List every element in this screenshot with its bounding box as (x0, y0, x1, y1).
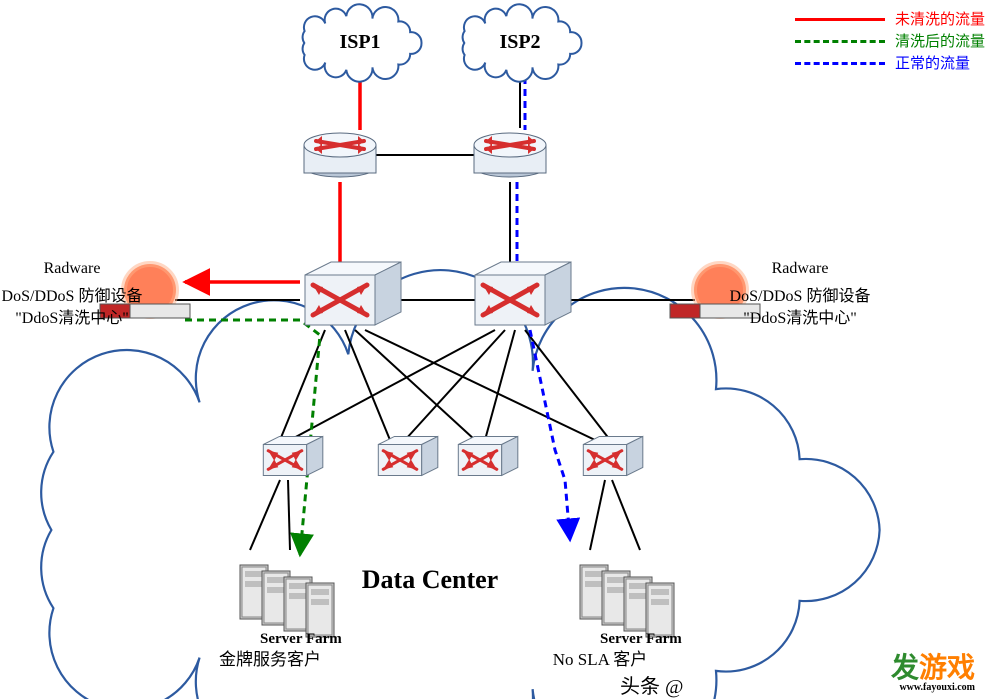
router-icon (304, 133, 376, 177)
datacenter-label: Data Center (362, 565, 498, 595)
footer-toutiao: 头条 @ (620, 670, 683, 699)
dist-switch-icon (263, 436, 323, 475)
watermark-part1: 发 (891, 653, 919, 684)
dist-switch-icon (378, 436, 438, 475)
dist-switch-icon (583, 436, 643, 475)
legend-swatch (795, 62, 885, 65)
dist-switch-icon (458, 436, 518, 475)
legend-swatch (795, 40, 885, 43)
legend-label: 正常的流量 (895, 52, 970, 73)
legend-swatch (795, 18, 885, 21)
server-farm-sub-right: No SLA 客户 (553, 645, 647, 670)
radware-label-left: "DdoS清洗中心" (15, 304, 129, 328)
watermark-url: www.fayouxi.com (891, 683, 975, 693)
radware-label-right: "DdoS清洗中心" (743, 304, 857, 328)
core-switch-icon (305, 262, 401, 325)
radware-label-left: DoS/DDoS 防御设备 (2, 282, 143, 306)
radware-label-right: Radware (772, 260, 829, 278)
isp-label: ISP1 (339, 31, 380, 54)
isp-label: ISP2 (499, 31, 540, 54)
radware-label-left: Radware (44, 260, 101, 278)
legend-label: 清洗后的流量 (895, 30, 985, 51)
watermark-part2: 游戏 (919, 653, 975, 684)
core-switch-icon (475, 262, 571, 325)
legend-label: 未清洗的流量 (895, 8, 985, 29)
radware-label-right: DoS/DDoS 防御设备 (730, 282, 871, 306)
server-farm-sub-left: 金牌服务客户 (219, 645, 321, 670)
router-icon (474, 133, 546, 177)
datacenter-cloud (41, 270, 879, 699)
watermark: 发游戏 www.fayouxi.com (891, 655, 975, 693)
